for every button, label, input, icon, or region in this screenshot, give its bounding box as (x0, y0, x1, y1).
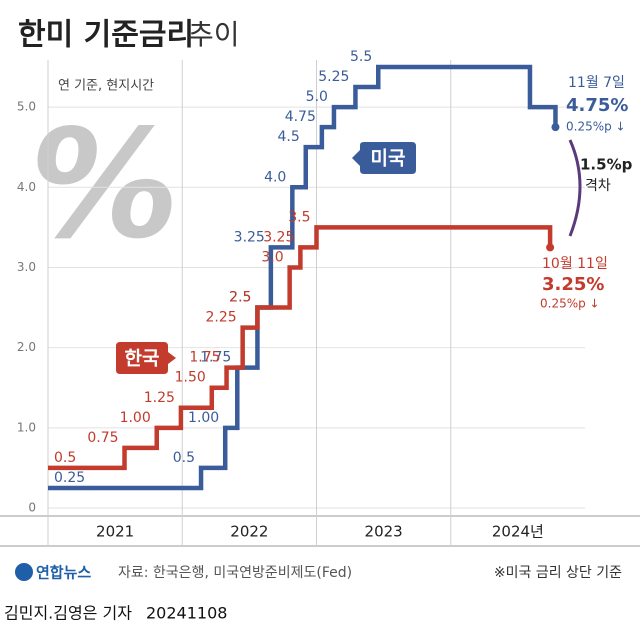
y-tick-label: 0 (28, 501, 36, 515)
value-label: 3.0 (261, 249, 283, 265)
y-tick-label: 3.0 (17, 260, 36, 274)
end-point (551, 123, 560, 132)
x-tick-label: 2023 (365, 523, 403, 541)
value-label: 3.25 (263, 229, 294, 245)
value-label: 2.5 (229, 290, 251, 306)
value-label: 5.0 (306, 89, 328, 105)
value-label: 0.25 (54, 470, 85, 486)
step-line (48, 225, 553, 471)
end-point (546, 243, 555, 252)
logo (15, 563, 33, 581)
annotation: 10월 11일 (542, 256, 608, 272)
value-label: 1.25 (144, 390, 175, 406)
value-label: 3.25 (234, 229, 265, 245)
legend-kr: 한국 (116, 342, 176, 374)
x-tick-label: 2021 (96, 523, 134, 541)
annotation: 11월 7일 (568, 75, 625, 91)
value-label: 1.00 (188, 410, 219, 426)
value-label: 5.25 (318, 69, 349, 85)
x-tick-label: 2022 (230, 523, 268, 541)
gap-bracket (568, 139, 582, 237)
annotation: 0.25%p ↓ (540, 297, 600, 311)
y-tick-label: 4.0 (17, 180, 36, 194)
value-label: 1.00 (120, 410, 151, 426)
chart-title: 한미 기준금리 (18, 18, 194, 53)
value-label: 2.5 (229, 290, 251, 306)
value-label: 0.75 (87, 430, 118, 446)
value-label: 0.5 (173, 450, 195, 466)
annotation: 0.25%p ↓ (566, 120, 626, 134)
value-label: 3.5 (288, 209, 310, 225)
annotation: 4.75% (566, 95, 628, 116)
annotation: 격차 (585, 178, 611, 194)
legend-box (116, 342, 176, 374)
value-label: 4.5 (277, 129, 299, 145)
basis: ※미국 금리 상단 기준 (494, 565, 622, 581)
plot: % 0 1.0 2.0 3.0 4.0 5.0 2021 2022 2023 2024년 0.25 0.… (0, 49, 640, 547)
annotation: 1.5%p (580, 156, 633, 174)
legend-label: 미국 (371, 148, 406, 170)
value-label: 1.75 (200, 350, 231, 366)
legend-label: 한국 (125, 348, 160, 370)
note: 연 기준, 현지시간 (58, 79, 154, 94)
decor-symbol: % (17, 97, 192, 272)
y-tick-label: 1.0 (17, 420, 36, 434)
y-tick-label: 5.0 (17, 100, 36, 114)
value-label: 5.5 (350, 49, 372, 65)
byline: 김민지.김영은 기자 (4, 604, 132, 623)
value-label: 0.5 (54, 450, 76, 466)
legend-us: 미국 (352, 142, 416, 174)
date: 20241108 (146, 604, 227, 623)
step-line (48, 64, 558, 491)
y-tick-label: 2.0 (17, 340, 36, 354)
source: 자료: 한국은행, 미국연방준비제도(Fed) (118, 565, 352, 581)
value-label: 4.75 (285, 109, 316, 125)
annotation: 3.25% (542, 274, 604, 295)
value-label: 1.75 (189, 350, 220, 366)
agency: 연합뉴스 (36, 564, 91, 582)
chart-title-suffix: 추이 (188, 18, 240, 51)
value-label: 4.0 (264, 169, 286, 185)
value-label: 2.25 (205, 310, 236, 326)
x-tick-label: 2024년 (492, 523, 544, 541)
value-label: 1.50 (175, 370, 206, 386)
legend-box (352, 142, 416, 174)
